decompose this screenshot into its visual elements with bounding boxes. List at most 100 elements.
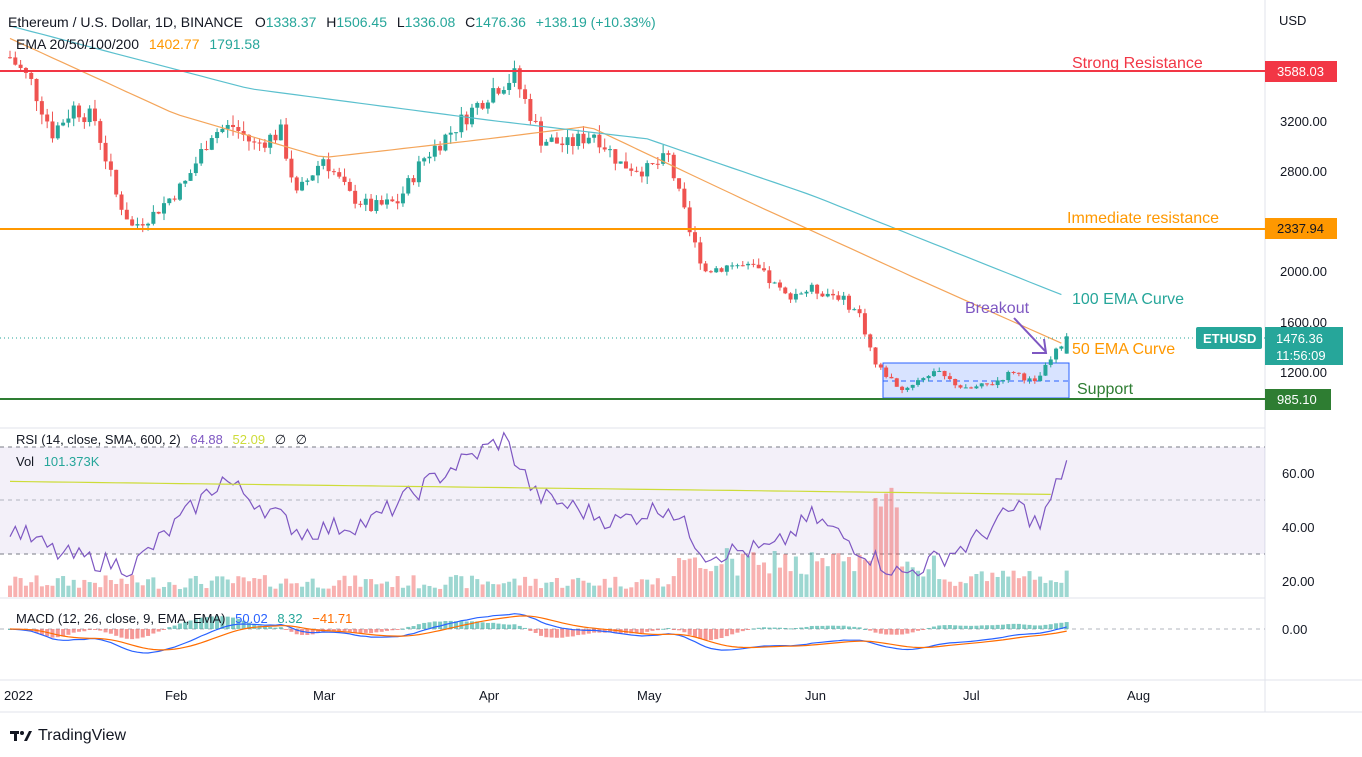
candle-body: [655, 163, 660, 165]
time-axis[interactable]: 2022 Feb Mar Apr May Jun Jul Aug: [4, 688, 1150, 703]
candle-body: [310, 175, 315, 181]
candle-body: [926, 376, 931, 379]
macd-histogram-bar: [910, 629, 915, 633]
volume-bar: [183, 587, 188, 597]
macd-histogram-bar: [841, 625, 846, 629]
macd-histogram-bar: [294, 629, 299, 635]
price-tick: 2800.00: [1280, 164, 1327, 179]
volume-bar: [507, 581, 512, 597]
candle-body: [804, 291, 809, 294]
volume-bar: [278, 583, 283, 597]
macd-histogram-bar: [204, 617, 209, 629]
macd-histogram-bar: [740, 629, 745, 632]
candle-body: [767, 270, 772, 284]
volume-bar: [400, 587, 405, 597]
candle-body: [273, 134, 278, 141]
candle-body: [29, 72, 34, 79]
candle-body: [193, 163, 198, 174]
volume-bar: [310, 578, 315, 597]
candle-body: [815, 284, 820, 294]
macd-series: [8, 613, 1069, 654]
volume-bar: [900, 566, 905, 597]
macd-histogram-bar: [682, 629, 687, 633]
volume-bar: [756, 564, 761, 597]
macd-histogram-bar: [34, 629, 39, 634]
price-candles[interactable]: [8, 50, 1069, 394]
candle-body: [353, 190, 358, 204]
volume-bar: [528, 585, 533, 597]
macd-histogram-bar: [931, 626, 936, 629]
volume-bar: [432, 587, 437, 597]
candle-body: [910, 384, 915, 388]
candle-body: [565, 137, 570, 146]
macd-histogram-bar: [289, 629, 294, 632]
macd-histogram-bar: [326, 629, 331, 632]
candle-body: [825, 293, 830, 297]
macd-histogram-bar: [995, 624, 1000, 629]
candle-body: [374, 200, 379, 212]
macd-histogram-bar: [884, 629, 889, 635]
macd-histogram-bar: [1006, 624, 1011, 629]
macd-histogram-bar: [358, 629, 363, 634]
candle-body: [18, 64, 23, 68]
vol-legend: Vol 101.373K: [16, 454, 100, 469]
macd-histogram-bar: [767, 627, 772, 629]
candle-body: [581, 133, 586, 144]
volume-bar: [199, 583, 204, 597]
volume-bar: [305, 581, 310, 597]
candle-body: [496, 88, 501, 94]
candle-body: [852, 309, 857, 311]
macd-histogram-bar: [560, 629, 565, 638]
volume-bar: [926, 569, 931, 597]
candle-body: [724, 265, 729, 272]
candle-body: [618, 161, 623, 164]
candle-body: [650, 163, 655, 165]
macd-histogram-bar: [480, 622, 485, 629]
candle-body: [454, 132, 459, 134]
volume-bar: [119, 578, 124, 597]
volume-bar: [61, 576, 66, 597]
macd-histogram-bar: [278, 627, 283, 629]
volume-bar: [878, 506, 883, 597]
macd-histogram-bar: [273, 627, 278, 629]
time-tick: Feb: [165, 688, 187, 703]
volume-bar: [862, 559, 867, 597]
volume-bar: [963, 583, 968, 597]
macd-histogram-bar: [937, 625, 942, 629]
candle-body: [209, 138, 214, 150]
macd-histogram-bar: [703, 629, 708, 641]
volume-bar: [77, 587, 82, 597]
rsi-axis: 60.00 40.00 20.00: [1282, 466, 1315, 589]
macd-histogram-bar: [512, 624, 517, 629]
macd-histogram-bar: [183, 621, 188, 629]
candle-body: [135, 224, 140, 226]
candle-body: [884, 367, 889, 377]
candle-body: [146, 223, 151, 226]
volume-bar: [777, 567, 782, 597]
candle-body: [284, 124, 289, 159]
volume-bar: [321, 588, 326, 597]
macd-histogram-bar: [209, 616, 214, 629]
macd-histogram-bar: [98, 629, 103, 631]
volume-bar: [698, 568, 703, 597]
macd-histogram-bar: [193, 619, 198, 629]
volume-bar: [114, 583, 119, 597]
ema100-line: [9, 25, 1062, 296]
macd-histogram-bar: [804, 626, 809, 629]
candle-body: [459, 114, 464, 133]
macd-histogram-bar: [464, 621, 469, 629]
macd-histogram-bar: [416, 624, 421, 629]
candle-body: [586, 137, 591, 144]
macd-histogram-bar: [730, 629, 735, 635]
price-axis[interactable]: 3200.00 2800.00 2400.00 2000.00 1600.00 …: [1280, 114, 1327, 380]
svg-text:ETHUSD: ETHUSD: [1203, 331, 1256, 346]
candle-body: [87, 108, 92, 123]
candle-body: [735, 265, 740, 267]
volume-bar: [241, 577, 246, 597]
candle-body: [50, 121, 55, 139]
macd-legend: MACD (12, 26, close, 9, EMA, EMA) 50.02 …: [16, 611, 352, 626]
volume-bar: [921, 576, 926, 597]
rsi-tick: 20.00: [1282, 574, 1315, 589]
candle-body: [1000, 380, 1005, 382]
